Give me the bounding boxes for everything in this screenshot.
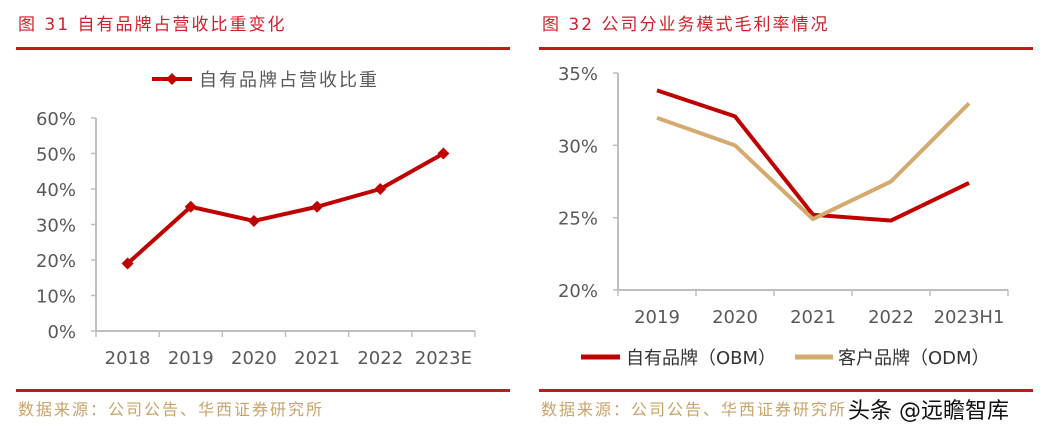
chart1-y-tick-label: 25% (558, 209, 598, 230)
chart0-x-tick-label: 2021 (294, 348, 340, 369)
chart0-y-tick-label: 30% (36, 216, 76, 237)
chart1-y-tick-label: 35% (558, 64, 598, 85)
legend-label: 自有品牌占营收比重 (199, 70, 379, 91)
chart1-series-0-line (656, 88, 970, 223)
chart0-data-point (247, 214, 260, 227)
chart1-y-tick-label: 30% (558, 136, 598, 157)
legend-obm-label: 自有品牌（OBM） (626, 348, 776, 369)
chart1-x-tick-label: 2020 (712, 307, 758, 328)
legend-odm-label: 客户品牌（ODM） (838, 348, 990, 369)
chart0-x-tick-label: 2020 (231, 348, 277, 369)
chart1-x-tick-label: 2022 (868, 307, 914, 328)
chart1-x-tick-label: 2019 (634, 307, 680, 328)
chart0-data-point (374, 183, 387, 195)
chart0-y-tick-label: 60% (36, 109, 76, 130)
left-title-rule (16, 47, 510, 50)
left-chart-title: 图 31 自有品牌占营收比重变化 (18, 15, 287, 35)
chart0-y-tick-label: 50% (36, 145, 76, 166)
chart1-x-tick-label: 2023H1 (934, 307, 1005, 328)
legend-diamond-icon (166, 73, 178, 85)
left-source-rule (16, 389, 510, 392)
chart1-y-tick-label: 20% (558, 281, 598, 302)
right-title-rule (539, 47, 1033, 50)
right-source-note: 数据来源：公司公告、华西证券研究所 (541, 400, 848, 419)
chart0-series-0-line (126, 151, 445, 266)
chart0-x-tick-label: 2022 (357, 348, 403, 369)
chart0-data-point (121, 257, 134, 270)
chart0-y-tick-label: 10% (36, 287, 76, 308)
right-source-rule (539, 389, 1033, 392)
chart0-data-point (311, 200, 324, 213)
left-source-note: 数据来源：公司公告、华西证券研究所 (18, 400, 325, 419)
chart1-series-1-line (656, 101, 971, 222)
chart0-x-tick-label: 2018 (105, 348, 151, 369)
chart0-y-tick-label: 40% (36, 180, 76, 201)
chart0-x-tick-label: 2023E (415, 348, 472, 369)
chart1-x-tick-label: 2021 (790, 307, 836, 328)
chart0-x-tick-label: 2019 (168, 348, 214, 369)
chart0-y-tick-label: 20% (36, 251, 76, 272)
chart0-data-point (437, 147, 450, 160)
chart0-data-point (184, 200, 197, 213)
right-chart-title: 图 32 公司分业务模式毛利率情况 (542, 15, 830, 35)
chart0-y-tick-label: 0% (47, 322, 76, 343)
watermark: 头条 @远瞻智库 (848, 399, 1009, 424)
